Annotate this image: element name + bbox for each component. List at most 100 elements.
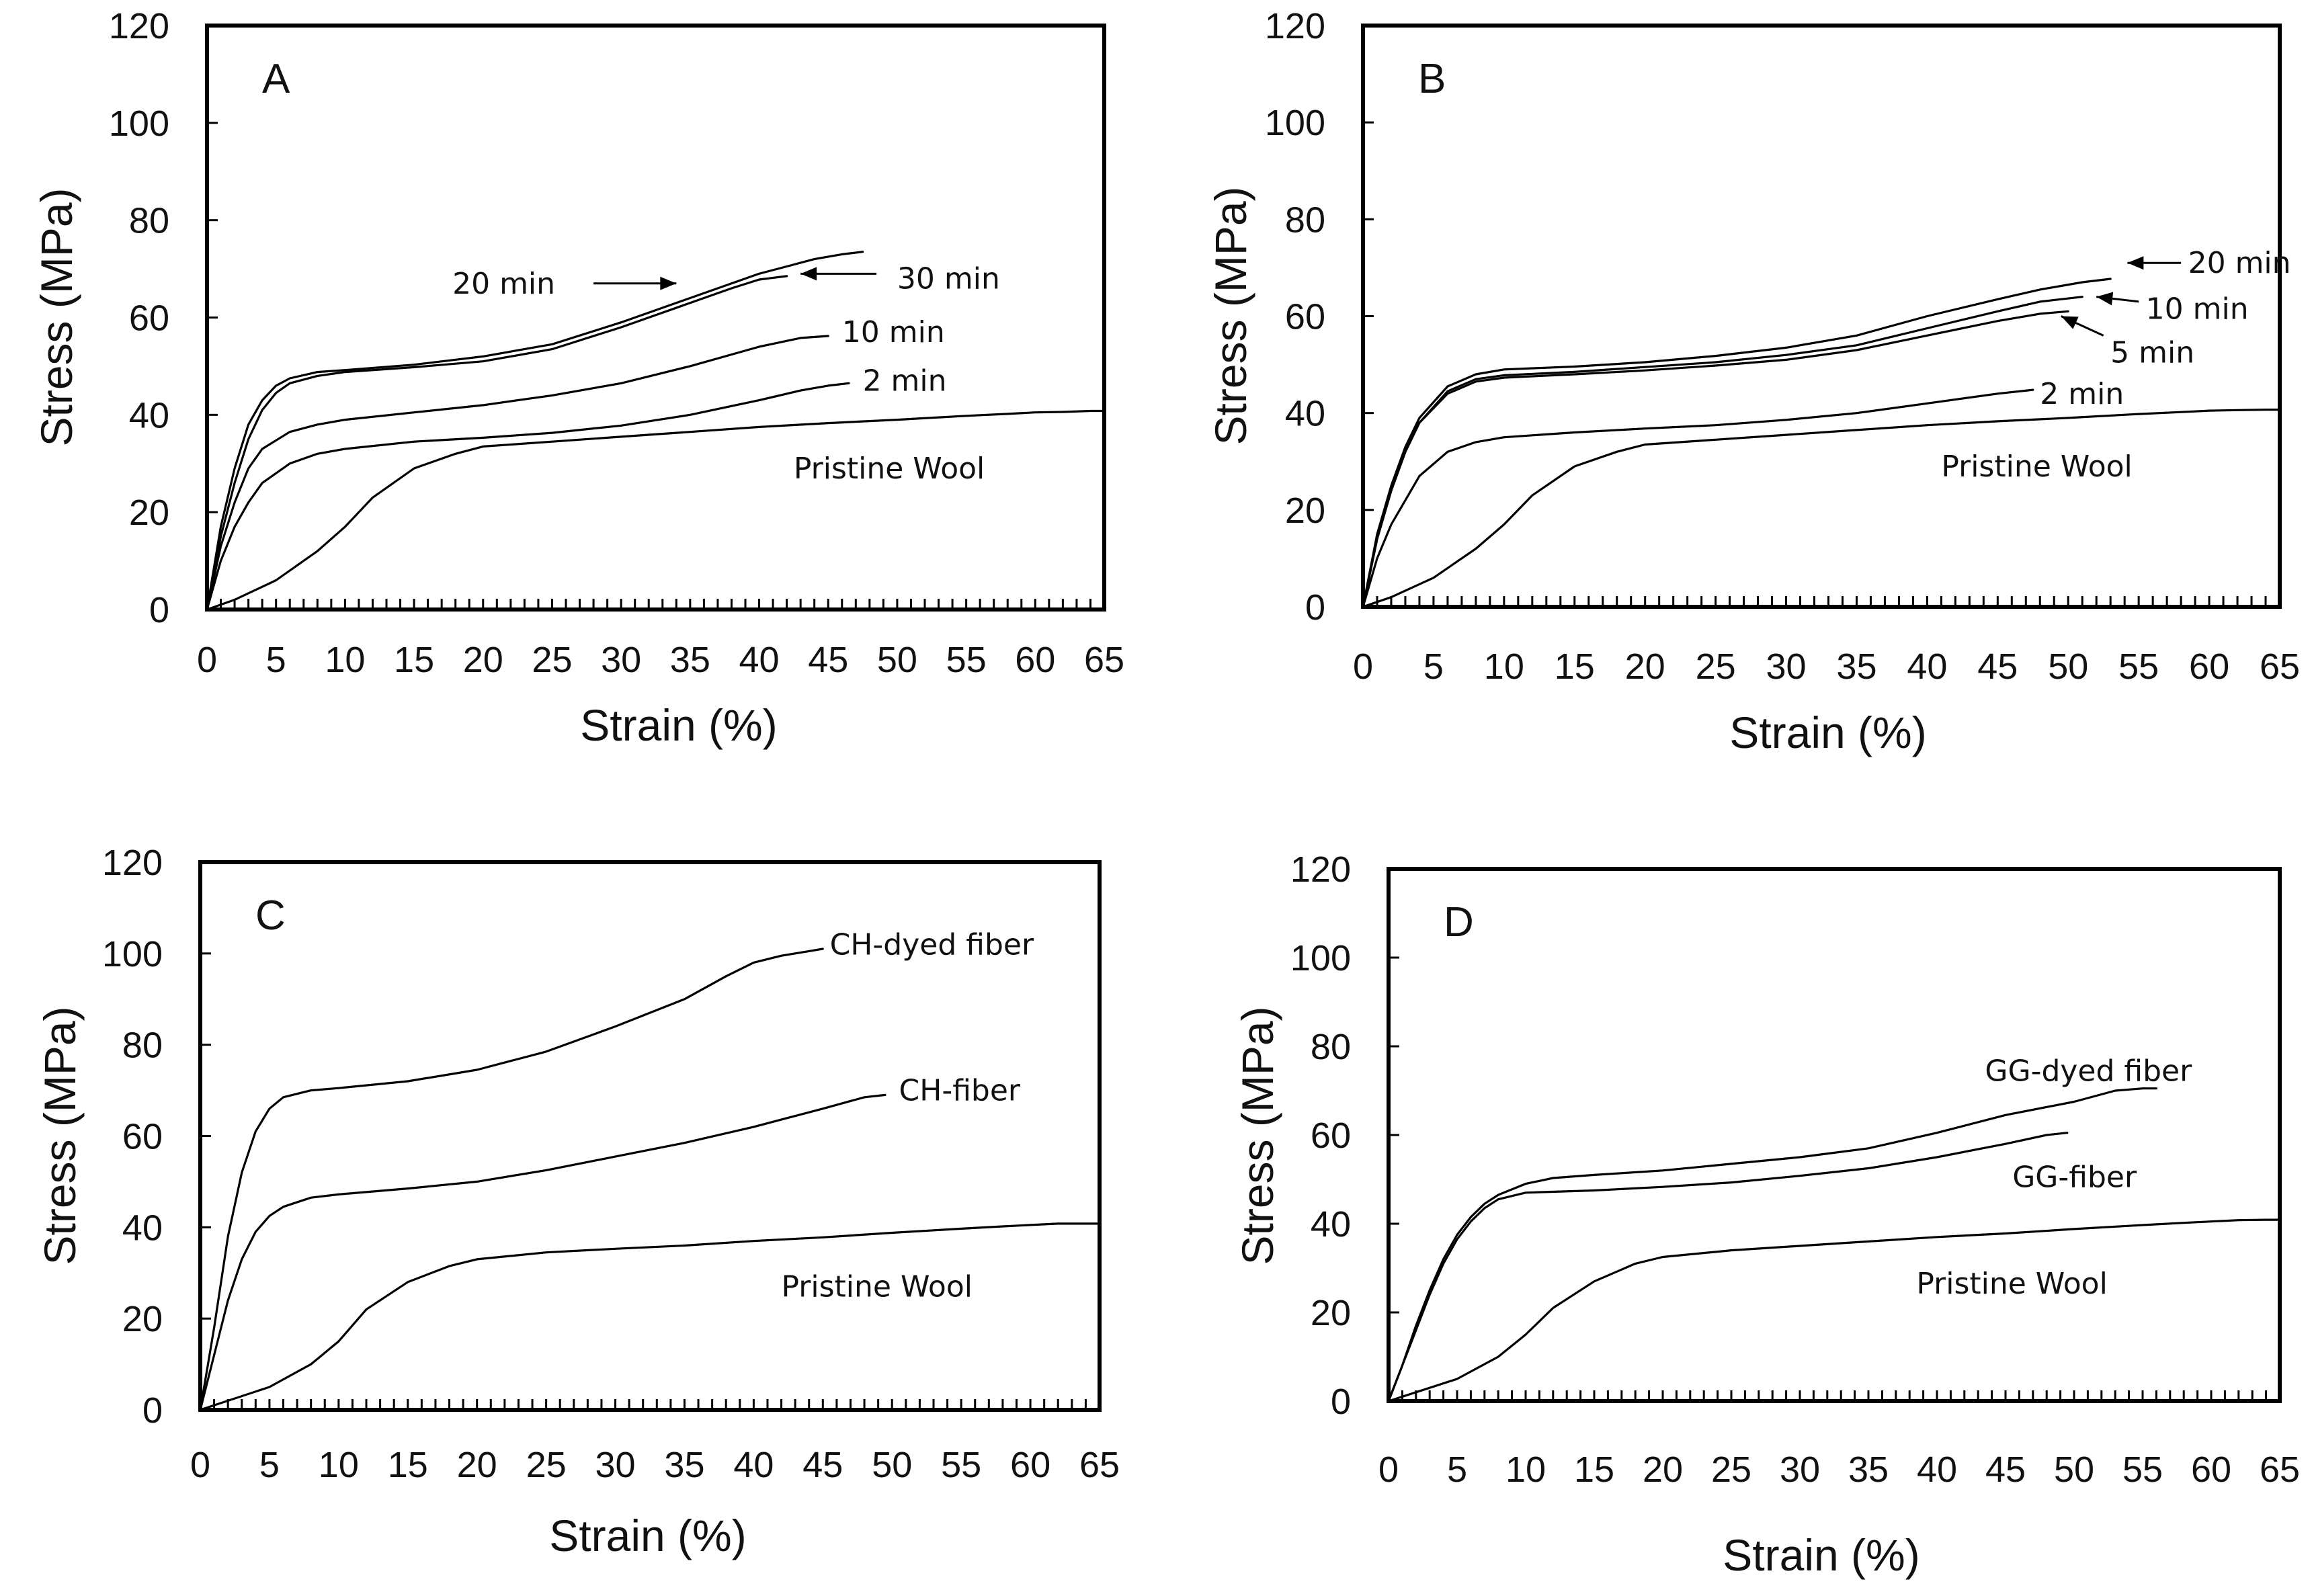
x-tick-label: 65	[2260, 1450, 2300, 1490]
x-tick-label: 15	[394, 640, 434, 680]
panel-c-series-ch-dyed-fiber	[199, 948, 824, 1411]
panel-b-series-2-min	[1362, 388, 2034, 608]
y-tick-label: 120	[109, 6, 169, 46]
y-tick-label: 120	[1265, 6, 1325, 46]
x-tick-label: 65	[1079, 1445, 1120, 1485]
panel-d-y-axis-title: Stress (MPa)	[1233, 1006, 1282, 1265]
panel-a-series-2-min	[206, 382, 850, 611]
y-tick-label: 0	[1331, 1382, 1351, 1422]
x-tick-label: 60	[2191, 1450, 2231, 1490]
panel-b-annotation: 20 min	[2188, 246, 2291, 280]
x-tick-label: 40	[1907, 646, 1947, 687]
panel-c-annotation: Pristine Wool	[782, 1270, 973, 1304]
panel-b-annotation: 5 min	[2110, 336, 2194, 370]
annotation-arrowhead	[2127, 256, 2144, 270]
y-tick-label: 20	[122, 1299, 163, 1339]
panel-d: 0 5 10 15 20 25 30 35 40 45 50 55 60 65 0 20 40 60 80 100 12…	[1233, 849, 2300, 1580]
panel-a-annotation: 10 min	[842, 315, 945, 349]
panel-c-annotation: CH-fiber	[899, 1074, 1021, 1108]
panel-a-y-axis-title: Stress (MPa)	[32, 187, 81, 446]
panel-c-x-axis-title: Strain (%)	[549, 1511, 746, 1560]
x-tick-label: 0	[197, 640, 217, 680]
x-tick-label: 50	[2048, 646, 2088, 687]
y-tick-label: 60	[1285, 297, 1325, 337]
x-tick-label: 60	[2189, 646, 2229, 687]
panel-b-letter: B	[1418, 56, 1446, 102]
y-tick-label: 20	[1311, 1293, 1351, 1333]
panel-a-annotation: 30 min	[897, 262, 1000, 296]
x-tick-label: 30	[601, 640, 641, 680]
panel-d-series-gg-fiber	[1387, 1132, 2069, 1402]
y-tick-label: 0	[149, 590, 169, 630]
x-tick-label: 40	[1917, 1450, 1957, 1490]
annotation-arrowhead	[800, 267, 817, 281]
panel-d-annotation: GG-dyed fiber	[1985, 1054, 2192, 1088]
y-tick-label: 40	[1311, 1204, 1351, 1245]
panel-d-x-axis-title: Strain (%)	[1723, 1530, 1919, 1580]
panel-c-plot-frame	[198, 860, 1102, 1412]
panel-c-series-ch-fiber	[199, 1093, 886, 1411]
x-tick-label: 25	[532, 640, 572, 680]
x-tick-label: 35	[670, 640, 710, 680]
x-tick-label: 45	[1985, 1450, 2026, 1490]
panel-b-y-axis-title: Stress (MPa)	[1206, 186, 1255, 445]
x-tick-label: 25	[1696, 646, 1736, 687]
x-tick-label: 35	[664, 1445, 704, 1485]
x-tick-label: 55	[2118, 646, 2159, 687]
panel-d-annotation: Pristine Wool	[1916, 1267, 2107, 1301]
y-tick-label: 40	[129, 395, 169, 435]
y-tick-label: 80	[1285, 200, 1325, 240]
x-tick-label: 30	[1766, 646, 1806, 687]
y-tick-label: 0	[1305, 587, 1325, 628]
panel-a-series-10-min	[206, 335, 829, 611]
y-tick-label: 60	[122, 1117, 163, 1157]
x-tick-label: 15	[388, 1445, 428, 1485]
x-tick-label: 45	[1977, 646, 2018, 687]
panel-b-annotation: 2 min	[2040, 377, 2124, 411]
panel-c: 0 5 10 15 20 25 30 35 40 45 50 55 60 65 0 20 40 60 80 100 12…	[35, 843, 1120, 1560]
x-tick-label: 45	[808, 640, 848, 680]
x-tick-label: 20	[1625, 646, 1665, 687]
x-tick-label: 65	[1084, 640, 1124, 680]
panel-c-y-axis-title: Stress (MPa)	[35, 1006, 85, 1265]
x-tick-label: 60	[1010, 1445, 1050, 1485]
annotation-arrowhead	[660, 276, 677, 290]
x-tick-label: 5	[266, 640, 286, 680]
x-tick-label: 20	[457, 1445, 497, 1485]
x-tick-label: 0	[1353, 646, 1373, 687]
x-tick-label: 55	[946, 640, 987, 680]
x-tick-label: 55	[941, 1445, 981, 1485]
panel-a: 0 5 10 15 20 25 30 35 40 45 50 55 60 65 0 20 40 60 80 100 12…	[32, 6, 1124, 750]
y-tick-label: 80	[1311, 1027, 1351, 1067]
y-tick-label: 60	[129, 298, 169, 339]
x-tick-label: 50	[2054, 1450, 2094, 1490]
panel-a-series-20-min	[206, 275, 788, 611]
x-tick-label: 30	[595, 1445, 635, 1485]
y-tick-label: 120	[102, 843, 163, 883]
x-tick-label: 40	[739, 640, 779, 680]
x-tick-label: 30	[1780, 1450, 1820, 1490]
x-tick-label: 15	[1555, 646, 1595, 687]
panel-b-x-axis-title: Strain (%)	[1729, 708, 1926, 757]
x-tick-label: 60	[1015, 640, 1055, 680]
panel-b-annotation: Pristine Wool	[1941, 450, 2132, 484]
y-tick-label: 100	[109, 103, 169, 144]
panel-a-annotation: 20 min	[452, 267, 555, 301]
x-tick-label: 35	[1836, 646, 1876, 687]
panel-b-series-20-min	[1362, 278, 2112, 608]
panel-a-annotation: 2 min	[863, 364, 947, 398]
panel-b-plot-frame	[1361, 24, 2282, 609]
x-tick-label: 10	[319, 1445, 359, 1485]
y-tick-label: 120	[1290, 849, 1351, 890]
panel-c-annotation: CH-dyed fiber	[830, 927, 1034, 962]
x-tick-label: 25	[526, 1445, 567, 1485]
y-tick-label: 20	[129, 493, 169, 533]
y-tick-label: 80	[122, 1025, 163, 1066]
x-tick-label: 50	[872, 1445, 912, 1485]
panel-a-letter: A	[262, 56, 290, 102]
annotation-arrowhead	[2096, 292, 2114, 306]
x-tick-label: 40	[733, 1445, 774, 1485]
x-tick-label: 10	[1484, 646, 1524, 687]
panel-c-minor-ticks	[200, 952, 1087, 1410]
